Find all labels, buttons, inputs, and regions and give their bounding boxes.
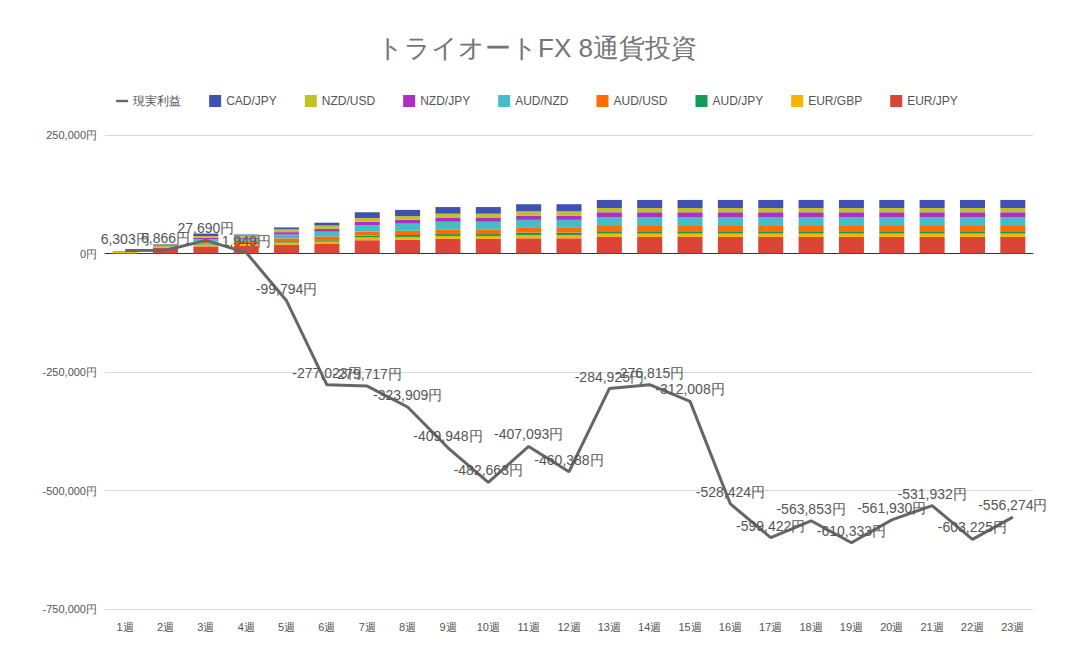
svg-text:-561,930円: -561,930円 <box>857 500 926 516</box>
svg-text:-409,948円: -409,948円 <box>413 428 482 444</box>
svg-text:現実利益: 現実利益 <box>133 94 181 108</box>
svg-text:16週: 16週 <box>719 621 742 633</box>
svg-text:0円: 0円 <box>80 248 97 260</box>
svg-text:-323,909円: -323,909円 <box>373 387 442 403</box>
svg-text:-528,424円: -528,424円 <box>696 484 765 500</box>
svg-text:-610,333円: -610,333円 <box>817 523 886 539</box>
svg-text:20週: 20週 <box>880 621 903 633</box>
svg-text:22週: 22週 <box>961 621 984 633</box>
svg-text:-500,000円: -500,000円 <box>43 485 97 497</box>
svg-text:250,000円: 250,000円 <box>46 129 97 141</box>
svg-text:11週: 11週 <box>517 621 539 633</box>
svg-text:-603,225円: -603,225円 <box>938 519 1007 535</box>
svg-text:-599,422円: -599,422円 <box>736 518 805 534</box>
svg-text:9週: 9週 <box>439 621 456 633</box>
svg-text:23週: 23週 <box>1001 621 1024 633</box>
svg-text:EUR/GBP: EUR/GBP <box>808 94 862 108</box>
svg-text:21週: 21週 <box>921 621 944 633</box>
svg-text:1週: 1週 <box>117 621 134 633</box>
svg-text:6,866円: 6,866円 <box>141 230 190 247</box>
svg-text:-277,023円: -277,023円 <box>292 364 362 381</box>
svg-text:トライオートFX 8通貨投資: トライオートFX 8通貨投資 <box>377 33 697 63</box>
svg-text:27,690円: 27,690円 <box>177 220 235 237</box>
svg-text:4週: 4週 <box>238 621 255 633</box>
svg-text:AUD/USD: AUD/USD <box>613 94 667 108</box>
svg-text:-407,093円: -407,093円 <box>494 426 563 442</box>
svg-text:EUR/JPY: EUR/JPY <box>907 94 958 108</box>
svg-text:CAD/JPY: CAD/JPY <box>226 94 277 108</box>
svg-text:1,949円: 1,949円 <box>222 233 271 249</box>
svg-text:-563,853円: -563,853円 <box>776 501 845 517</box>
svg-text:-250,000円: -250,000円 <box>43 366 97 378</box>
svg-text:19週: 19週 <box>840 621 863 633</box>
svg-text:15週: 15週 <box>678 621 701 633</box>
svg-text:-279,717円: -279,717円 <box>333 366 402 382</box>
svg-text:6週: 6週 <box>318 621 335 633</box>
svg-text:-556,274円: -556,274円 <box>978 497 1047 513</box>
svg-text:7週: 7週 <box>359 621 376 633</box>
svg-text:AUD/JPY: AUD/JPY <box>712 94 763 108</box>
svg-text:14週: 14週 <box>638 621 661 633</box>
svg-text:13週: 13週 <box>598 621 621 633</box>
svg-text:6,303円: 6,303円 <box>100 230 150 247</box>
svg-text:NZD/USD: NZD/USD <box>322 94 376 108</box>
svg-text:2週: 2週 <box>157 621 174 633</box>
svg-text:8週: 8週 <box>399 621 416 633</box>
svg-text:12週: 12週 <box>557 621 580 633</box>
svg-text:AUD/NZD: AUD/NZD <box>515 94 569 108</box>
svg-text:-750,000円: -750,000円 <box>43 603 97 615</box>
svg-text:5週: 5週 <box>278 621 295 633</box>
svg-text:-531,932円: -531,932円 <box>897 486 966 502</box>
svg-text:NZD/JPY: NZD/JPY <box>420 94 470 108</box>
svg-text:3週: 3週 <box>197 621 214 633</box>
svg-text:-460,388円: -460,388円 <box>534 452 603 468</box>
svg-text:-482,663円: -482,663円 <box>454 462 523 478</box>
svg-text:17週: 17週 <box>759 621 782 633</box>
svg-text:-99,794円: -99,794円 <box>256 281 317 297</box>
svg-text:-312,008円: -312,008円 <box>655 381 724 397</box>
svg-text:10週: 10週 <box>477 621 500 633</box>
svg-text:18週: 18週 <box>799 621 822 633</box>
svg-text:-284,925円: -284,925円 <box>574 368 644 385</box>
svg-text:-276,815円: -276,815円 <box>615 365 684 381</box>
